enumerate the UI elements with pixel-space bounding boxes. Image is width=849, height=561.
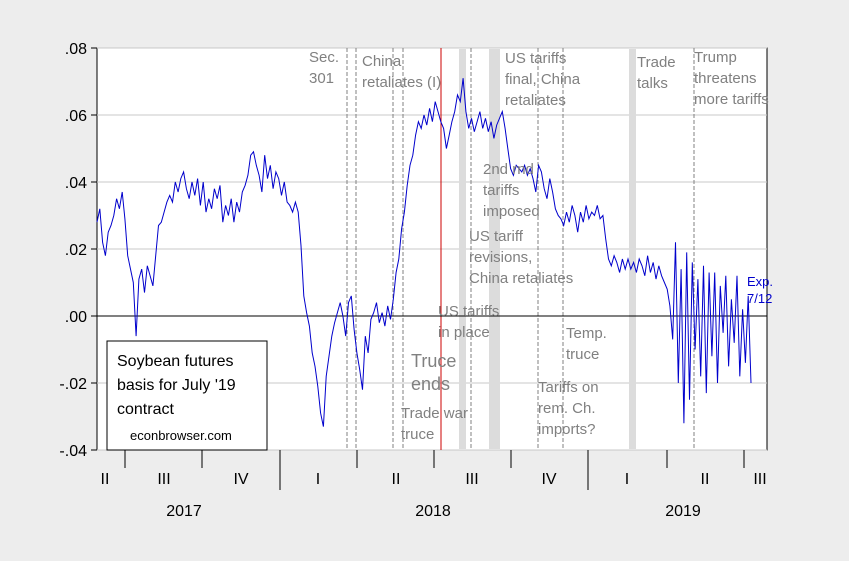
x-year-label: 2018 xyxy=(415,503,451,520)
annotation-trump-threatens-2: threatens xyxy=(694,70,757,87)
series-layer xyxy=(96,78,752,427)
annotation-us-tariffs-in-place-2: in place xyxy=(438,324,490,341)
y-axis: .08 .06 .04 .02 .00 -.02 -.04 xyxy=(59,41,97,460)
annotation-tariffs-on-rem-3: imports? xyxy=(538,421,596,438)
annotation-2nd-rnd-1: 2nd rnd xyxy=(483,161,534,178)
annotation-trade-war-truce-1: Trade war xyxy=(401,405,468,422)
annotation-2nd-rnd-2: tariffs xyxy=(483,182,519,199)
annotation-truce-ends-1: Truce xyxy=(411,351,456,371)
annotation-trade-talks-2: talks xyxy=(637,75,668,92)
annotation-truce-ends-2: ends xyxy=(411,374,450,394)
y-tick-label: .04 xyxy=(65,175,87,192)
annotation-us-tariff-revisions-1: US tariff xyxy=(469,228,524,245)
annotation-sec301-2: 301 xyxy=(309,70,334,87)
legend-box: Soybean futures basis for July '19 contr… xyxy=(106,340,268,451)
annotation-trade-talks-1: Trade xyxy=(637,54,676,71)
annotation-trump-threatens-3: more tariffs xyxy=(694,91,769,108)
event-lines xyxy=(346,48,695,450)
annotation-sec301-1: Sec. xyxy=(309,49,339,66)
annotation-us-tariffs-final-1: US tariffs xyxy=(505,50,566,67)
x-quarter-label: III xyxy=(753,471,766,488)
annotation-2nd-rnd-3: imposed xyxy=(483,203,540,220)
x-quarter-label: I xyxy=(316,471,320,488)
x-quarter-label: II xyxy=(701,471,710,488)
annotation-trade-war-truce-2: truce xyxy=(401,426,434,443)
y-tick-label: .00 xyxy=(65,309,87,326)
y-tick-label: .06 xyxy=(65,108,87,125)
annotations: Sec. 301 China retaliates (I) US tariffs… xyxy=(309,49,773,443)
event-shade xyxy=(459,49,466,449)
soybean-basis-line xyxy=(96,78,752,427)
legend-line-1: Soybean futures xyxy=(117,353,234,370)
annotation-us-tariffs-final-2: final, China xyxy=(505,71,581,88)
x-year-label: 2019 xyxy=(665,503,701,520)
y-tick-label: -.02 xyxy=(59,376,87,393)
annotation-exp-1: Exp. xyxy=(747,274,773,289)
annotation-temp-truce-1: Temp. xyxy=(566,325,607,342)
annotation-trump-threatens-1: Trump xyxy=(694,49,737,66)
y-tick-label: -.04 xyxy=(59,443,87,460)
annotation-temp-truce-2: truce xyxy=(566,346,599,363)
annotation-us-tariff-revisions-3: China retaliates xyxy=(469,270,573,287)
x-quarter-label: I xyxy=(625,471,629,488)
legend-frame xyxy=(106,340,268,451)
event-shade xyxy=(629,49,636,449)
x-quarter-label: IV xyxy=(541,471,556,488)
legend-line-2: basis for July '19 xyxy=(117,377,236,394)
event-shade xyxy=(489,49,500,449)
annotation-us-tariff-revisions-2: revisions, xyxy=(469,249,532,266)
x-quarter-label: II xyxy=(101,471,110,488)
annotation-tariffs-on-rem-1: Tariffs on xyxy=(538,379,599,396)
annotation-tariffs-on-rem-2: rem. Ch. xyxy=(538,400,596,417)
annotation-us-tariffs-in-place-1: US tariffs xyxy=(438,303,499,320)
x-quarter-label: III xyxy=(157,471,170,488)
x-quarter-label: III xyxy=(465,471,478,488)
y-tick-label: .08 xyxy=(65,41,87,58)
annotation-china-retaliates-1: China xyxy=(362,53,402,70)
x-quarter-label: II xyxy=(392,471,401,488)
event-shading xyxy=(459,49,636,449)
x-quarter-label: IV xyxy=(233,471,248,488)
y-tick-label: .02 xyxy=(65,242,87,259)
legend-source: econbrowser.com xyxy=(130,428,232,443)
legend-line-3: contract xyxy=(117,401,174,418)
x-year-label: 2017 xyxy=(166,503,202,520)
annotation-china-retaliates-2: retaliates (I) xyxy=(362,74,441,91)
annotation-exp-2: 7/12 xyxy=(747,291,772,306)
annotation-us-tariffs-final-3: retaliates xyxy=(505,92,566,109)
